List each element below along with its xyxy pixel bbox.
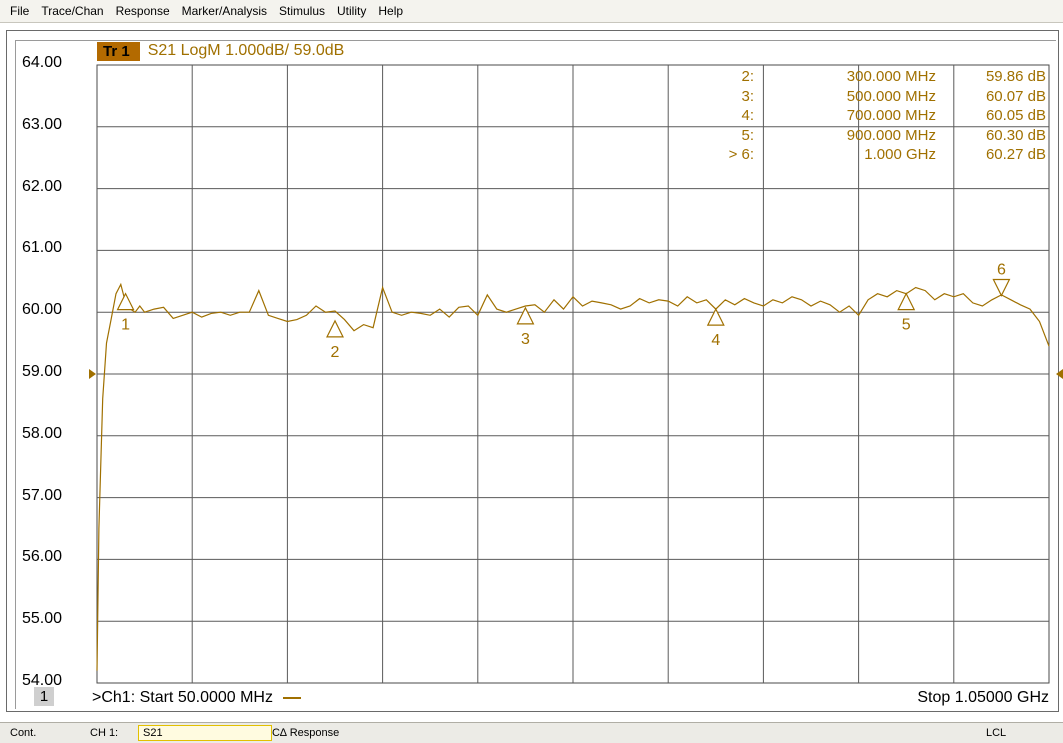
reference-left-arrow-icon	[89, 369, 96, 379]
marker-frequency: 500.000 MHz	[846, 87, 936, 105]
marker-number-label: 4	[711, 332, 720, 349]
marker-frequency: 700.000 MHz	[846, 107, 936, 124]
status-parameter[interactable]: S21	[138, 725, 272, 741]
y-tick-label: 55.00	[22, 610, 63, 628]
marker-number-label: 1	[121, 317, 130, 334]
trace-legend-line	[283, 696, 302, 699]
menu-trace-chan[interactable]: Trace/Chan	[41, 4, 104, 18]
reference-right-arrow-icon	[1056, 369, 1063, 379]
trace-description: S21 LogM 1.000dB/ 59.0dB	[147, 42, 345, 59]
marker-number-label: 6	[997, 262, 1006, 279]
y-tick-label: 58.00	[22, 424, 63, 442]
marker-id: 2:	[741, 68, 754, 85]
grid	[96, 64, 1050, 684]
y-tick-label: 64.00	[22, 54, 63, 71]
marker-frequency: 900.000 MHz	[846, 126, 936, 144]
marker-value: 60.30 dB	[985, 126, 1046, 144]
marker-id: 3:	[741, 87, 754, 105]
menu-response[interactable]: Response	[115, 4, 170, 18]
marker-triangle-icon	[992, 278, 1011, 297]
marker-triangle-icon	[116, 292, 135, 311]
menu-help[interactable]: Help	[378, 4, 404, 18]
status-channel: CH 1:	[90, 727, 119, 739]
channel-number[interactable]: 1	[34, 687, 54, 706]
y-tick-label: 63.00	[22, 115, 63, 133]
marker-value: 60.05 dB	[985, 107, 1046, 124]
trace-header[interactable]: Tr 1 S21 LogM 1.000dB/ 59.0dB	[97, 41, 344, 61]
marker-id: 4:	[741, 107, 754, 124]
y-tick-label: 59.00	[22, 363, 63, 380]
y-tick-label: 57.00	[22, 486, 63, 504]
status-cal: C∆ Response	[272, 727, 340, 739]
marker-triangle-icon	[897, 292, 916, 311]
marker-id: 5:	[741, 126, 754, 144]
marker-value: 59.86 dB	[985, 68, 1046, 85]
marker-frequency: 1.000 GHz	[864, 146, 936, 163]
y-tick-label: 62.00	[22, 177, 63, 195]
marker-symbols: 1 2 3 4 5 6	[116, 262, 1011, 361]
trace-line	[96, 282, 1050, 671]
y-tick-label: 60.00	[22, 301, 63, 319]
marker-frequency: 300.000 MHz	[846, 68, 936, 85]
y-tick-label: 61.00	[22, 239, 63, 257]
marker-id: > 6:	[728, 146, 754, 163]
y-tick-label: 56.00	[22, 548, 63, 566]
stop-frequency[interactable]: Stop 1.05000 GHz	[917, 689, 1049, 706]
marker-number-label: 3	[521, 331, 530, 348]
y-tick-label: 54.00	[22, 672, 63, 689]
reference-indicators	[89, 369, 1063, 379]
menu-utility[interactable]: Utility	[337, 4, 367, 18]
marker-value: 60.27 dB	[985, 146, 1046, 163]
marker-number-label: 5	[902, 317, 911, 334]
marker-number-label: 2	[331, 344, 340, 361]
marker-triangle-icon	[516, 306, 535, 325]
window-frame	[15, 40, 1056, 709]
menu-file[interactable]: File	[10, 4, 30, 18]
trace-badge[interactable]: Tr 1	[97, 41, 140, 61]
channel-window[interactable]	[6, 30, 1059, 712]
menu-bar: File Trace/Chan Response Marker/Analysis…	[0, 0, 1063, 23]
menu-stimulus[interactable]: Stimulus	[279, 4, 326, 18]
status-sweep-mode: Cont.	[10, 727, 37, 739]
menu-marker-analysis[interactable]: Marker/Analysis	[181, 4, 267, 18]
start-frequency-text: >Ch1: Start 50.0000 MHz	[92, 689, 273, 706]
marker-triangle-icon	[326, 319, 344, 338]
status-remote: LCL	[986, 727, 1007, 739]
marker-value: 60.07 dB	[985, 87, 1046, 105]
start-frequency[interactable]: >Ch1: Start 50.0000 MHz	[92, 689, 302, 707]
trace-series	[96, 282, 1050, 671]
status-bar: Cont. CH 1: S21 C∆ Response LCL	[0, 722, 1063, 743]
marker-triangle-icon	[706, 307, 725, 326]
